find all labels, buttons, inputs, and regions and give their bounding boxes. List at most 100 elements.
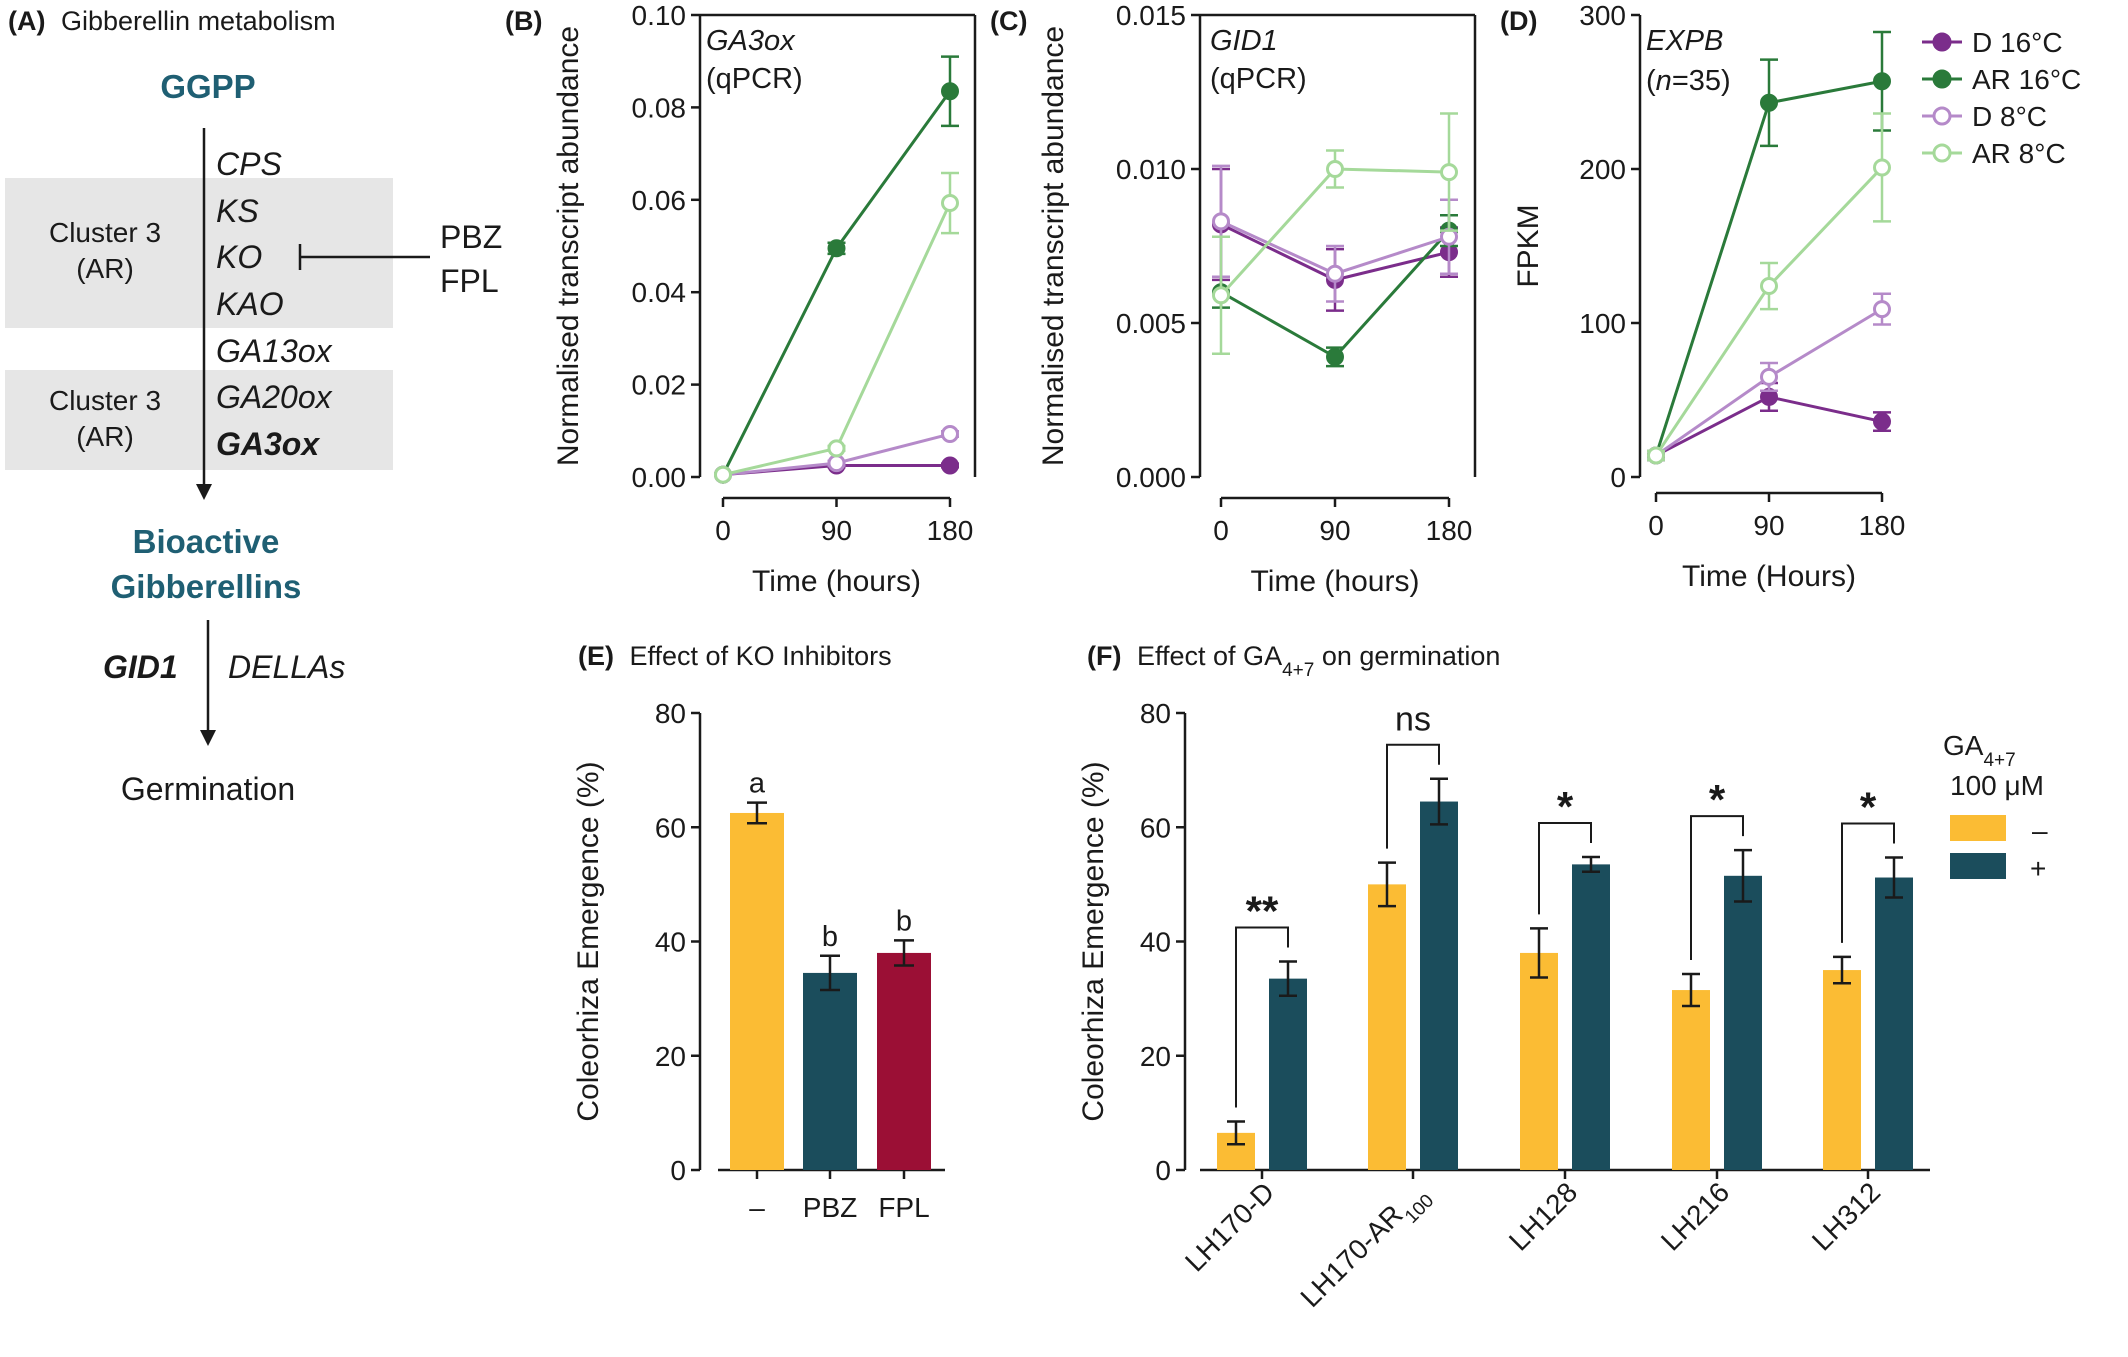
gene-ko: KO: [216, 239, 262, 275]
data-point: [1760, 277, 1778, 296]
arrow-down-icon: [196, 484, 212, 500]
panel-d-gene: EXPB: [1646, 25, 1723, 57]
data-point: [1212, 212, 1230, 231]
data-point: [1873, 158, 1891, 177]
significance-bracket: [1386, 743, 1440, 849]
data-point: [827, 454, 846, 473]
panel-c-method: (qPCR): [1210, 63, 1307, 95]
bar: [1572, 864, 1610, 1170]
significance-bracket: [1538, 821, 1592, 915]
significance-bracket: [1841, 822, 1895, 943]
data-point: [941, 425, 959, 444]
x-tick-label: PBZ: [803, 1192, 857, 1223]
x-tick-label: 0: [715, 515, 731, 546]
legend-marker-ar8: [1932, 143, 1952, 163]
x-tick-label-main: LH312: [1806, 1176, 1886, 1256]
significance-letter: a: [749, 768, 766, 800]
cluster-2-sub: (AR): [76, 421, 134, 452]
y-tick-label: 0: [670, 1155, 686, 1186]
bar-legend-title: GA: [1943, 730, 1984, 761]
cluster-1-sub: (AR): [76, 253, 134, 284]
bar-legend-swatch-plus: [1950, 853, 2006, 879]
x-axis-title: Time (Hours): [1682, 560, 1856, 593]
panel-a: (A) Gibberellin metabolism GGPP CPS KS K…: [5, 6, 502, 807]
bar-legend-plus: +: [2030, 853, 2046, 884]
y-tick-label: 40: [1140, 927, 1171, 958]
panel-b-label: (B): [505, 6, 542, 36]
y-tick-label: 0.00: [632, 462, 687, 493]
panel-f-title: Effect of GA: [1137, 641, 1282, 671]
x-axis-title: Time (hours): [752, 565, 921, 598]
gene-ga3ox: GA3ox: [216, 426, 320, 462]
bar-legend-conc: 100 μM: [1950, 770, 2044, 801]
panel-d-label: (D): [1500, 6, 1537, 36]
y-axis-title: Coleorhiza Emergence (%): [572, 761, 605, 1121]
y-tick-label: 0: [1155, 1155, 1171, 1186]
x-tick-label: 180: [927, 515, 974, 546]
data-point: [1647, 446, 1665, 465]
x-tick-label: LH170-AR100: [1294, 1176, 1437, 1319]
bar: [1724, 875, 1762, 1170]
panel-f-title-tail: on germination: [1314, 641, 1500, 671]
arrow-down-icon: [200, 730, 216, 746]
y-tick-label: 300: [1579, 0, 1626, 31]
x-tick-label: 180: [1426, 515, 1473, 546]
bar-legend-swatch-minus: [1950, 815, 2006, 841]
data-point: [827, 439, 846, 458]
data-point: [1440, 163, 1458, 182]
panel-b-gene: GA3ox: [706, 25, 796, 57]
x-tick-label: LH312: [1806, 1176, 1886, 1256]
y-tick-label: 0.005: [1116, 308, 1186, 339]
bar: [1875, 877, 1913, 1170]
x-tick-label: 90: [1319, 515, 1350, 546]
y-axis-title: Normalised transcript abundance: [552, 26, 585, 466]
y-tick-label: 60: [1140, 812, 1171, 843]
data-point: [941, 194, 959, 213]
data-point: [1326, 264, 1344, 283]
significance-mark: **: [1246, 887, 1279, 934]
y-tick-label: 0.10: [632, 0, 687, 31]
x-tick-label: LH216: [1655, 1176, 1735, 1256]
germination-node: Germination: [121, 771, 295, 807]
panel-d-n: (n=35): [1646, 65, 1731, 97]
bar: [1672, 990, 1710, 1170]
svg-text:(F) Effect of GA4+7 on ger: (F) Effect of GA4+7 on germination: [1087, 641, 1500, 681]
x-tick-label: 90: [1753, 510, 1784, 541]
bioactive-node-2: Gibberellins: [111, 568, 302, 605]
bar: [1420, 801, 1458, 1170]
cluster-box-1: [5, 178, 393, 328]
bar: [803, 972, 857, 1170]
gene-ga13ox: GA13ox: [216, 333, 333, 369]
y-tick-label: 40: [655, 927, 686, 958]
inhibitor-fpl: FPL: [440, 263, 499, 299]
x-tick-label: LH170-D: [1179, 1176, 1280, 1277]
bar: [1823, 970, 1861, 1170]
x-tick-label: 90: [821, 515, 852, 546]
x-tick-label: 180: [1859, 510, 1906, 541]
significance-mark: *: [1860, 784, 1877, 831]
legend-marker-ar16: [1932, 69, 1952, 89]
svg-text:(E) Effect of KO Inhibitor: (E) Effect of KO Inhibitors: [578, 641, 892, 671]
cluster-2-label: Cluster 3: [49, 385, 161, 416]
y-tick-label: 0.08: [632, 92, 687, 123]
data-point: [1873, 412, 1891, 431]
panel-a-label: (A): [8, 6, 45, 36]
x-tick-label-main: LH170-D: [1179, 1176, 1280, 1277]
legend-marker-d8: [1932, 106, 1952, 126]
significance-mark: *: [1709, 776, 1726, 823]
svg-text:GA4+7: GA4+7: [1943, 730, 2016, 771]
gene-ga20ox: GA20ox: [216, 379, 333, 415]
y-tick-label: 0.000: [1116, 462, 1186, 493]
bar-legend-minus: –: [2032, 815, 2048, 846]
y-tick-label: 80: [655, 698, 686, 729]
data-point: [1760, 93, 1778, 112]
y-tick-label: 0.02: [632, 370, 687, 401]
panel-e-title: Effect of KO Inhibitors: [630, 641, 892, 671]
significance-letter: b: [896, 905, 912, 937]
